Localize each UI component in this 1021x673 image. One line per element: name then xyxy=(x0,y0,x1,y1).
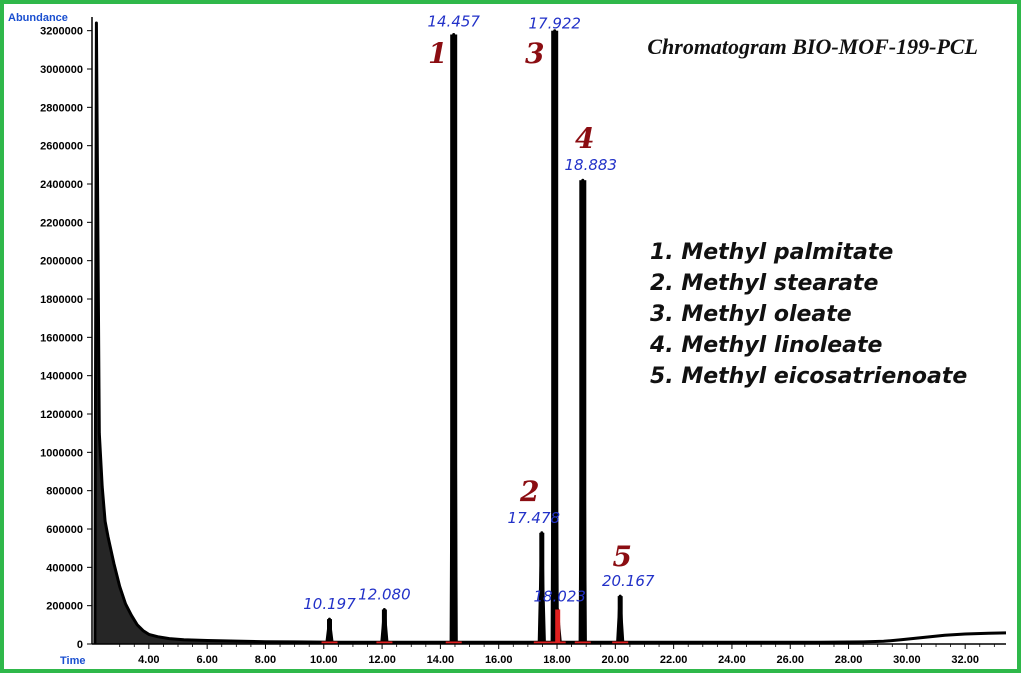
peak-bar xyxy=(579,180,587,644)
peak-retention-label: 17.922 xyxy=(528,15,581,33)
x-tick-label: 6.00 xyxy=(196,654,217,666)
peak-bar xyxy=(617,596,623,644)
y-tick-label: 1400000 xyxy=(40,371,83,383)
peak-retention-label: 12.080 xyxy=(358,586,411,604)
peak-bar xyxy=(450,34,458,644)
x-tick-label: 4.00 xyxy=(138,654,159,666)
legend-entry: 3. Methyl oleate xyxy=(650,302,852,327)
compound-legend: 1. Methyl palmitate 2. Methyl stearate 3. … xyxy=(649,240,967,389)
legend-entry: 5. Methyl eicosatrienoate xyxy=(650,364,967,389)
y-tick-label: 600000 xyxy=(46,524,83,536)
y-tick-label: 2800000 xyxy=(40,102,83,114)
y-axis-label: Abundance xyxy=(8,12,68,24)
peak-retention-label: 18.883 xyxy=(565,156,618,174)
y-tick-label: 2000000 xyxy=(40,256,83,268)
x-axis-label: Time xyxy=(60,655,85,667)
peak-bar xyxy=(551,30,559,644)
trace-layer xyxy=(93,21,1007,645)
axes-layer: 0 200000 400000 600000 800000 1000000 1200000 1… xyxy=(40,17,1006,666)
peak-number: 2 xyxy=(519,475,539,508)
x-tick-label: 32.00 xyxy=(951,654,979,666)
y-tick-label: 3000000 xyxy=(40,64,83,76)
y-tick-label: 1000000 xyxy=(40,447,83,459)
peak-retention-label: 17.478 xyxy=(508,509,561,527)
peak-bar xyxy=(327,619,332,644)
legend-entry: 4. Methyl linoleate xyxy=(649,333,883,358)
x-tick-label: 14.00 xyxy=(427,654,455,666)
peak-number: 1 xyxy=(428,37,447,70)
y-tick-label: 1600000 xyxy=(40,332,83,344)
y-tick-label: 200000 xyxy=(46,601,83,613)
peak-bar xyxy=(381,609,387,644)
x-tick-label: 30.00 xyxy=(893,654,921,666)
legend-entry: 1. Methyl palmitate xyxy=(650,240,893,265)
solvent-front xyxy=(94,23,324,644)
x-tick-label: 18.00 xyxy=(543,654,571,666)
y-tick-label: 2200000 xyxy=(40,217,83,229)
x-tick-label: 24.00 xyxy=(718,654,746,666)
peak-number: 3 xyxy=(525,37,544,70)
y-tick-label: 2400000 xyxy=(40,179,83,191)
peak-retention-label: 10.197 xyxy=(303,595,356,613)
x-tick-label: 20.00 xyxy=(602,654,630,666)
peak-retention-label: 14.457 xyxy=(427,13,480,31)
y-tick-label: 800000 xyxy=(46,486,83,498)
y-tick-label: 1800000 xyxy=(40,294,83,306)
x-tick-label: 8.00 xyxy=(255,654,276,666)
peak-bar xyxy=(555,609,561,644)
x-tick-label: 16.00 xyxy=(485,654,513,666)
y-tick-label: 0 xyxy=(77,639,83,651)
x-tick-label: 10.00 xyxy=(310,654,338,666)
x-tick-label: 12.00 xyxy=(368,654,396,666)
y-tick-label: 3200000 xyxy=(40,26,83,38)
y-tick-label: 2600000 xyxy=(40,141,83,153)
peak-number: 5 xyxy=(612,540,631,573)
peak-bar xyxy=(539,532,545,644)
chart-title: Chromatogram BIO-MOF-199-PCL xyxy=(647,34,978,59)
legend-entry: 2. Methyl stearate xyxy=(650,271,878,296)
peak-retention-label: 20.167 xyxy=(602,572,655,590)
x-tick-label: 22.00 xyxy=(660,654,688,666)
y-tick-label: 1200000 xyxy=(40,409,83,421)
y-tick-label: 400000 xyxy=(46,562,83,574)
peak-number: 4 xyxy=(575,122,594,155)
x-tick-label: 28.00 xyxy=(835,654,863,666)
x-tick-label: 26.00 xyxy=(776,654,804,666)
peak-retention-label: 18.023 xyxy=(533,588,586,606)
